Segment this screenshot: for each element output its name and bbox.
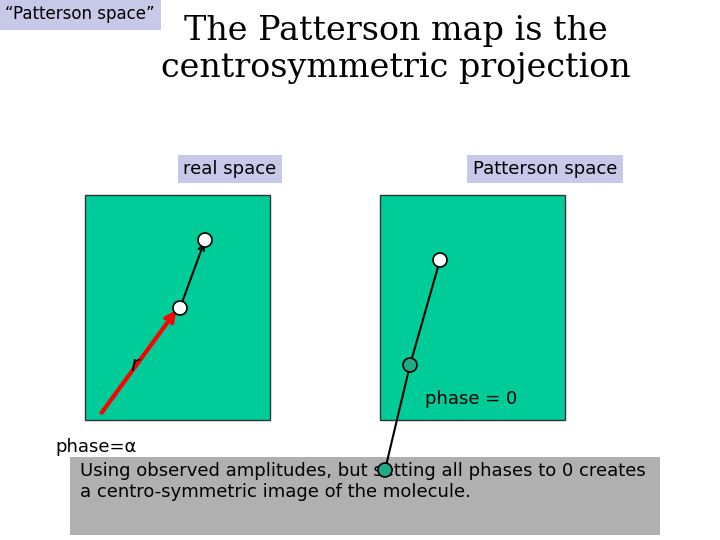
Bar — [70, 457, 660, 535]
Text: Using observed amplitudes, but setting all phases to 0 creates
a centro-symmetri: Using observed amplitudes, but setting a… — [80, 462, 646, 501]
Text: “Patterson space”: “Patterson space” — [5, 5, 155, 23]
Text: The Patterson map is the
centrosymmetric projection: The Patterson map is the centrosymmetric… — [161, 15, 631, 84]
Text: phase = 0: phase = 0 — [425, 390, 517, 408]
Bar — [380, 195, 565, 420]
Circle shape — [378, 463, 392, 477]
Text: real space: real space — [184, 160, 276, 178]
Text: phase=α: phase=α — [55, 438, 136, 456]
Text: r: r — [130, 355, 139, 375]
Circle shape — [403, 358, 417, 372]
Circle shape — [173, 301, 187, 315]
Circle shape — [198, 233, 212, 247]
Text: Patterson space: Patterson space — [473, 160, 617, 178]
Bar — [85, 195, 270, 420]
Circle shape — [433, 253, 447, 267]
